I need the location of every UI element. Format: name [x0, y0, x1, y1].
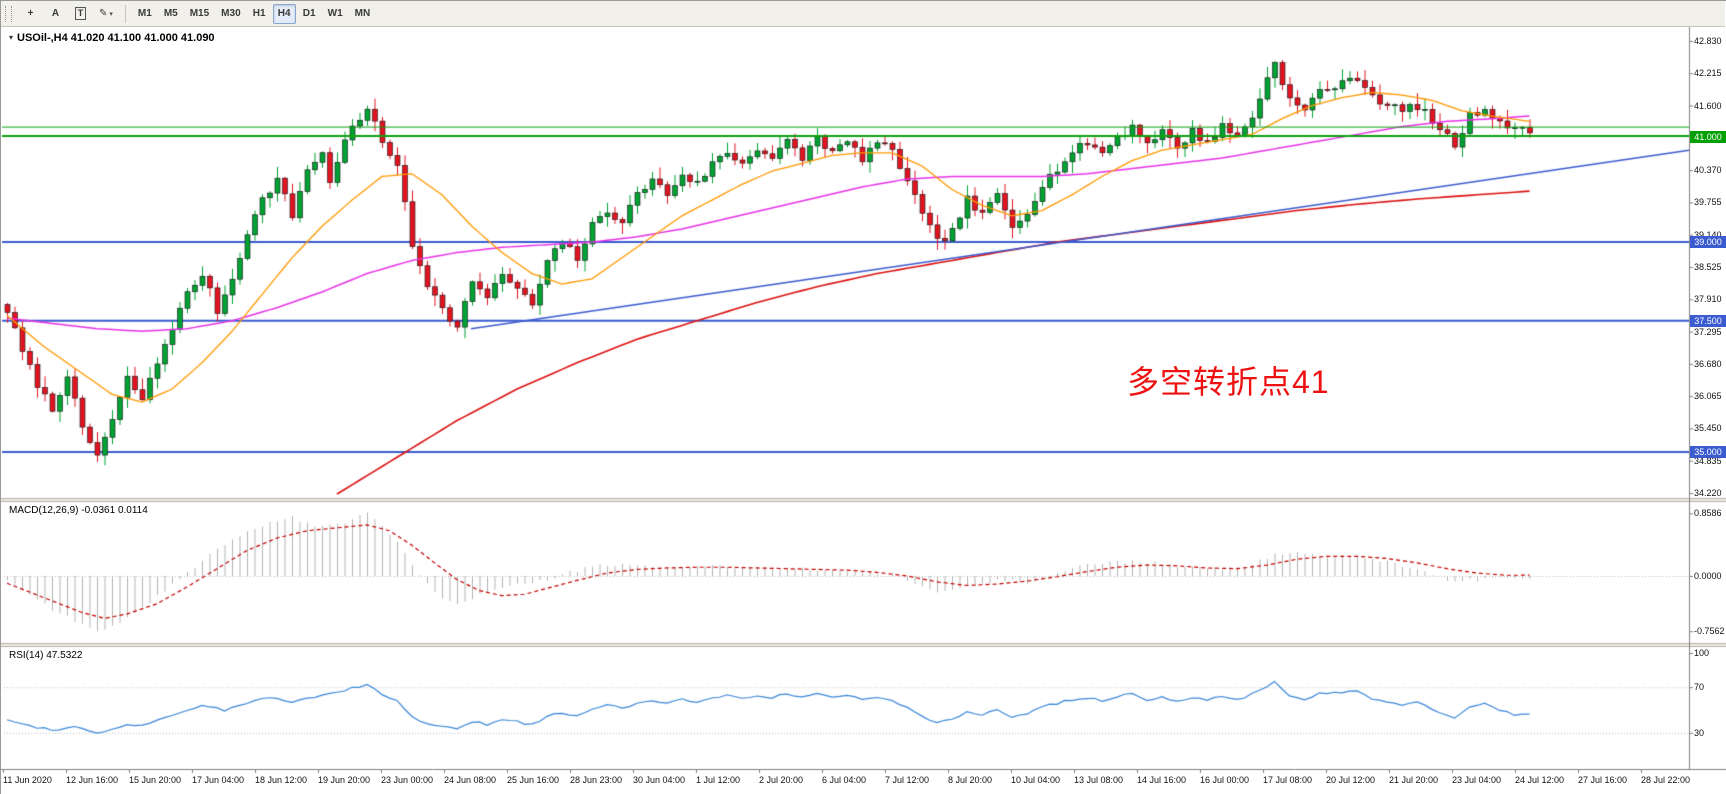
- price-axis-label: 40.370: [1694, 165, 1722, 176]
- price-axis-label: 35.450: [1694, 423, 1722, 434]
- time-axis-label: 24 Jul 12:00: [1515, 775, 1565, 785]
- time-axis-label: 30 Jun 04:00: [633, 775, 686, 785]
- time-axis-label: 23 Jun 00:00: [381, 775, 434, 785]
- time-axis-label: 11 Jun 2020: [3, 775, 52, 785]
- price-axis-label: 36.680: [1694, 358, 1722, 369]
- drawing-tools-button[interactable]: ✎ ▾: [94, 4, 118, 24]
- time-axis-label: 28 Jul 22:00: [1641, 775, 1691, 785]
- time-axis-label: 7 Jul 12:00: [885, 775, 930, 785]
- time-axis-label: 6 Jul 04:00: [822, 775, 867, 785]
- time-axis-label: 8 Jul 20:00: [948, 775, 993, 785]
- price-axis-label: 39.755: [1694, 197, 1722, 208]
- timeframe-button-m1[interactable]: M1: [133, 4, 157, 24]
- price-axis-label: 36.065: [1694, 391, 1722, 402]
- time-axis-label: 27 Jul 16:00: [1578, 775, 1628, 785]
- price-tag-37.500: 37.500: [1690, 314, 1726, 327]
- timeframe-button-m5[interactable]: M5: [159, 4, 183, 24]
- rsi-axis-label: 100: [1694, 648, 1710, 658]
- price-axis-label: 34.835: [1694, 455, 1722, 466]
- macd-axis-label: 0.0000: [1694, 571, 1722, 581]
- macd-axis-label: -0.7562: [1694, 626, 1725, 637]
- rsi-axis-label: 30: [1694, 727, 1705, 738]
- price-annotation[interactable]: 多空转折点41: [1127, 364, 1330, 400]
- chart-title: ▾ USOil-,H4 41.020 41.100 41.000 41.090: [9, 32, 215, 44]
- time-axis[interactable]: 11 Jun 2020 12 Jun 16:00 15 Jun 20:00 17 Ju…: [1, 770, 1726, 794]
- timeframe-button-m30[interactable]: M30: [216, 4, 245, 24]
- price-axis-label: 39.140: [1694, 229, 1722, 240]
- time-axis-label: 1 Jul 12:00: [696, 775, 741, 785]
- toolbar-separator: [124, 4, 126, 23]
- crosshair-icon: +: [27, 8, 34, 19]
- time-axis-label: 2 Jul 20:00: [759, 775, 804, 785]
- time-axis-label: 18 Jun 12:00: [255, 775, 308, 785]
- dropdown-caret-icon: ▾: [109, 10, 113, 18]
- macd-axis-label: 0.8586: [1694, 508, 1722, 519]
- chart-menu-arrow-icon: ▾: [9, 33, 14, 42]
- time-axis-label: 13 Jul 08:00: [1074, 775, 1124, 785]
- time-axis-label: 12 Jun 16:00: [66, 775, 119, 785]
- timeframe-button-h4[interactable]: H4: [272, 3, 296, 24]
- time-axis-label: 10 Jul 04:00: [1011, 775, 1061, 785]
- pencil-icon: ✎: [99, 8, 108, 19]
- price-tag-41.000: 41.000: [1690, 131, 1726, 144]
- price-axis-label: 37.910: [1694, 294, 1722, 305]
- time-axis-label: 14 Jul 16:00: [1137, 775, 1187, 785]
- price-axis-label: 42.215: [1694, 68, 1722, 79]
- time-axis-label: 17 Jul 08:00: [1263, 775, 1313, 785]
- rsi-label: RSI(14) 47.5322: [9, 650, 83, 661]
- price-tag-39.000: 39.000: [1690, 236, 1726, 249]
- text-label-tool-button[interactable]: A: [44, 4, 67, 24]
- price-axis-label: 37.295: [1694, 326, 1722, 337]
- price-axis-label: 38.525: [1694, 262, 1722, 272]
- price-tag-35.000: 35.000: [1690, 446, 1726, 459]
- text-label-icon: A: [51, 8, 60, 19]
- toolbar-grip[interactable]: [5, 5, 12, 22]
- time-axis-label: 25 Jun 16:00: [507, 775, 560, 785]
- time-axis-label: 28 Jun 23:00: [570, 775, 623, 785]
- macd-label: MACD(12,26,9) -0.0361 0.0114: [9, 505, 148, 516]
- crosshair-tool-button[interactable]: +: [19, 4, 42, 24]
- time-axis-label: 20 Jul 12:00: [1326, 775, 1376, 785]
- price-axis-label: 34.220: [1694, 488, 1722, 498]
- timeframe-button-m15[interactable]: M15: [185, 4, 214, 24]
- time-axis-label: 23 Jul 04:00: [1452, 775, 1502, 785]
- rsi-axis-label: 70: [1694, 682, 1705, 693]
- text-box-icon: T: [74, 7, 87, 20]
- timeframe-button-h1[interactable]: H1: [248, 4, 271, 24]
- timeframe-button-mn[interactable]: MN: [350, 4, 376, 24]
- timeframe-button-w1[interactable]: W1: [323, 4, 348, 24]
- price-axis-label: 42.830: [1694, 36, 1722, 46]
- timeframe-button-d1[interactable]: D1: [298, 4, 321, 24]
- main-toolbar: + A T ✎ ▾ M1 M5 M15 M30 H1 H4 D1 W1 MN: [1, 1, 1725, 27]
- time-axis-label: 15 Jun 20:00: [129, 775, 182, 785]
- time-axis-label: 16 Jul 00:00: [1200, 775, 1250, 785]
- text-box-tool-button[interactable]: T: [69, 4, 92, 24]
- time-axis-label: 17 Jun 04:00: [192, 775, 245, 785]
- time-axis-label: 19 Jun 20:00: [318, 775, 371, 785]
- price-axis-label: 41.600: [1694, 100, 1722, 111]
- chart-title-text: USOil-,H4 41.020 41.100 41.000 41.090: [17, 32, 215, 44]
- time-axis-label: 21 Jul 20:00: [1389, 775, 1439, 785]
- time-axis-label: 24 Jun 08:00: [444, 775, 497, 785]
